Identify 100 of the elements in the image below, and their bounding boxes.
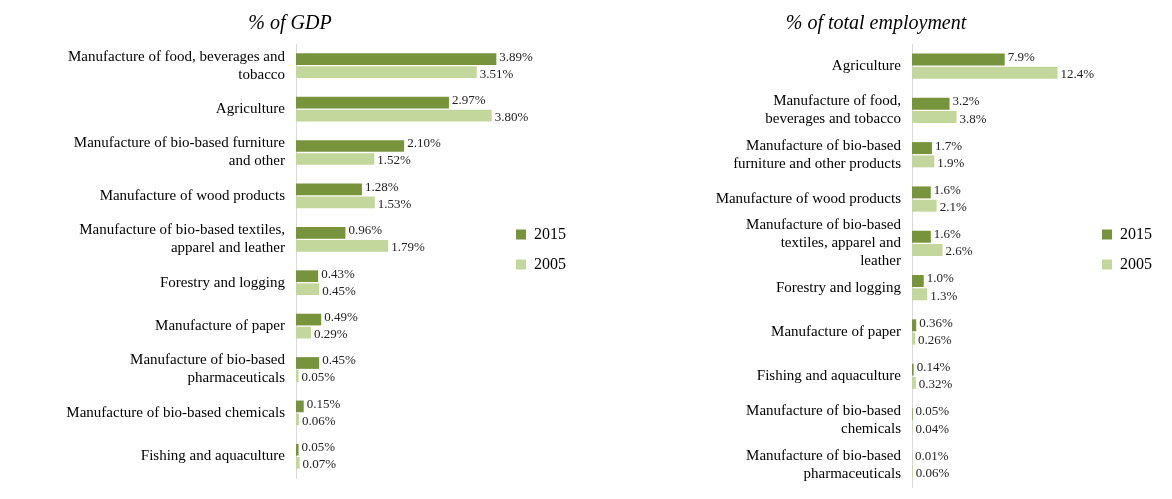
data-label: 0.96% (348, 222, 383, 238)
data-label: 0.01% (915, 447, 949, 463)
data-label: 7.9% (1007, 48, 1035, 64)
bar (912, 319, 917, 332)
y-tick-label: Manufacture of food, beverages and tobacco (765, 92, 901, 127)
bar (296, 109, 492, 122)
data-label: 0.05% (301, 369, 336, 385)
data-label: 1.3% (930, 287, 958, 303)
data-label: 1.53% (377, 195, 412, 211)
data-label: 0.36% (919, 314, 953, 330)
bar (296, 370, 299, 382)
legend-label: 2015 (1120, 224, 1152, 242)
y-tick-label: Manufacture of bio-based pharmaceuticals (130, 351, 286, 386)
y-tick-label: Manufacture of paper (771, 322, 901, 339)
bar (912, 199, 937, 212)
bar (296, 413, 300, 426)
bar (296, 357, 320, 369)
data-label: 0.43% (321, 265, 355, 281)
bar (912, 230, 931, 243)
y-tick-label: Manufacture of bio-based furniture and other (73, 134, 286, 169)
data-label: 2.97% (451, 92, 486, 108)
y-tick-label: Forestry and logging (160, 273, 286, 290)
data-label: 0.04% (915, 420, 950, 436)
legend-label: 2005 (1120, 254, 1152, 272)
y-tick-label: Agriculture (831, 57, 902, 74)
bar (912, 111, 957, 124)
data-label: 0.14% (916, 359, 951, 375)
data-label: 2.10% (407, 135, 441, 151)
bar (912, 97, 950, 110)
data-label: 1.6% (933, 181, 962, 197)
data-label: 0.29% (313, 326, 348, 342)
y-tick-label: Fishing and aquaculture (756, 367, 902, 384)
bar (912, 376, 916, 389)
bar (296, 183, 362, 196)
y-tick-label: Manufacture of bio-based pharmaceuticals (746, 446, 902, 481)
y-tick-label: Fishing and aquaculture (140, 447, 286, 464)
data-label: 0.32% (918, 376, 953, 392)
data-label: 1.7% (934, 137, 963, 153)
data-label: 0.15% (306, 395, 341, 411)
data-label: 0.45% (322, 352, 356, 368)
bar (296, 226, 346, 239)
bar (296, 326, 311, 339)
data-label: 3.2% (952, 93, 980, 109)
data-label: 1.28% (364, 178, 399, 194)
data-label: 12.4% (1060, 66, 1095, 82)
data-label: 0.06% (915, 464, 950, 480)
data-label: 3.89% (499, 48, 534, 64)
bar (912, 66, 1058, 79)
y-tick-label: Manufacture of paper (155, 317, 285, 334)
bar (296, 443, 299, 456)
bar (912, 332, 916, 345)
bar (912, 155, 935, 168)
bar (296, 313, 322, 326)
bar (296, 153, 375, 165)
data-label: 3.80% (494, 109, 529, 125)
y-tick-label: Agriculture (215, 100, 286, 117)
bar (912, 275, 924, 287)
data-label: 1.9% (937, 154, 965, 170)
data-label: 0.26% (918, 332, 952, 348)
data-label: 0.05% (915, 403, 950, 419)
y-tick-label: Manufacture of wood products (99, 186, 286, 203)
y-tick-label: Manufacture of bio-based chemicals (66, 403, 286, 420)
data-label: 1.6% (933, 226, 962, 242)
y-tick-label: Manufacture of bio-based textiles, apparel and leather (79, 221, 285, 256)
y-tick-label: Manufacture of bio-based furniture and other products (733, 136, 902, 171)
bar (296, 270, 319, 283)
bar (296, 53, 497, 66)
data-label: 3.51% (479, 65, 514, 81)
chart-title: % of GDP (248, 11, 332, 35)
bar (296, 196, 375, 209)
legend-label: 2015 (534, 224, 566, 242)
bar (912, 142, 932, 155)
chart-title: % of total employment (785, 11, 967, 35)
bar (296, 400, 304, 413)
bar (296, 283, 320, 296)
data-label: 0.05% (301, 439, 336, 455)
bar (912, 186, 931, 199)
data-label: 0.06% (302, 412, 336, 428)
y-tick-label: Manufacture of wood products (715, 189, 902, 206)
y-tick-label: Manufacture of food, beverages and tobacco (68, 47, 286, 82)
data-label: 1.79% (391, 239, 425, 255)
data-label: 0.49% (324, 309, 358, 325)
legend-label: 2005 (534, 254, 566, 272)
bar (912, 53, 1005, 66)
data-label: 1.0% (926, 270, 954, 286)
y-tick-label: Manufacture of bio-based textiles, apparel and leather (746, 216, 902, 269)
data-label: 1.52% (377, 152, 412, 168)
data-label: 3.8% (959, 110, 987, 126)
bar (296, 239, 389, 252)
bar (912, 244, 943, 256)
data-label: 0.07% (302, 456, 337, 472)
y-tick-label: Manufacture of bio-based chemicals (746, 402, 902, 437)
bar (912, 288, 928, 301)
bar (296, 66, 477, 79)
y-tick-label: Forestry and logging (776, 278, 902, 295)
data-label: 2.6% (945, 243, 973, 259)
bar (296, 456, 300, 469)
bar (296, 96, 449, 109)
data-label: 0.45% (322, 282, 356, 298)
bar (296, 140, 405, 152)
